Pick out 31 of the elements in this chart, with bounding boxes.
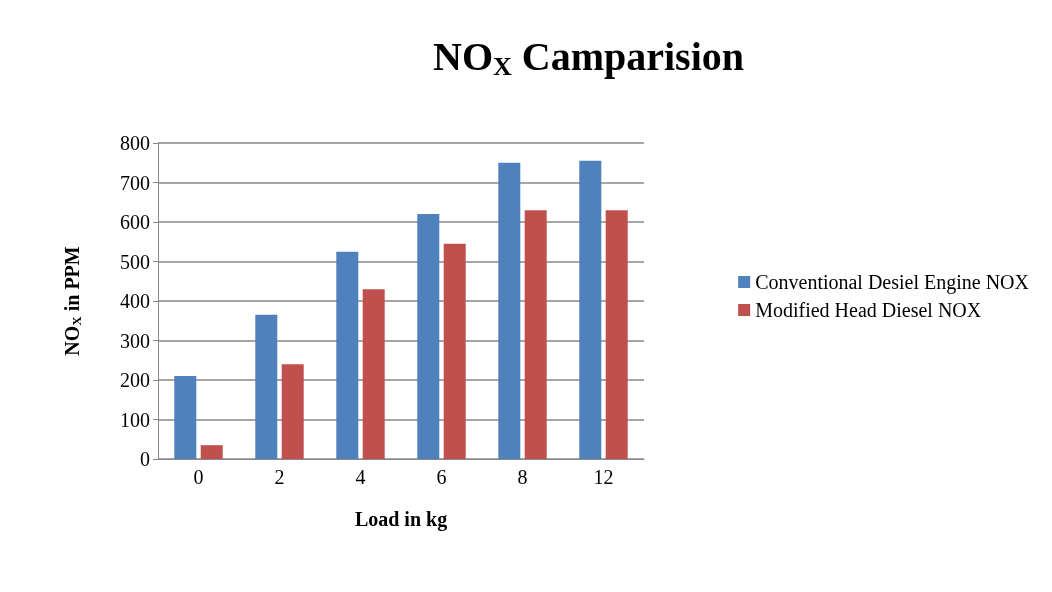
y-tick-label: 0 <box>140 448 150 470</box>
x-axis-title: Load in kg <box>354 508 448 531</box>
y-tick-label: 500 <box>120 250 150 273</box>
y-tick-label: 400 <box>120 290 150 312</box>
legend-label: Modified Head Diesel NOX <box>755 299 982 321</box>
x-tick-label: 4 <box>355 466 366 488</box>
bar <box>200 445 223 459</box>
bar <box>605 210 628 459</box>
y-tick-label: 200 <box>120 369 150 391</box>
y-tick-label: 800 <box>120 132 150 154</box>
x-tick-label: 8 <box>517 466 528 488</box>
y-axis-title: NOX in PPM <box>60 246 84 356</box>
bar <box>362 289 385 459</box>
y-tick-label: 700 <box>120 171 150 194</box>
bar <box>281 364 304 459</box>
bar <box>498 162 521 459</box>
bar <box>255 314 278 459</box>
x-tick-label: 6 <box>436 466 447 488</box>
bar <box>174 376 197 459</box>
bar <box>443 243 466 459</box>
x-tick-label: 2 <box>274 466 285 488</box>
y-tick-label: 100 <box>120 408 150 431</box>
x-tick-label: 0 <box>193 466 204 488</box>
bar <box>336 251 359 459</box>
bar <box>579 160 602 459</box>
legend-label: Conventional Desiel Engine NOX <box>755 271 1030 294</box>
bar <box>524 210 547 459</box>
x-tick-label: 12 <box>593 466 614 488</box>
bar <box>417 214 440 459</box>
y-tick-label: 300 <box>120 329 150 352</box>
y-tick-label: 600 <box>120 211 150 233</box>
